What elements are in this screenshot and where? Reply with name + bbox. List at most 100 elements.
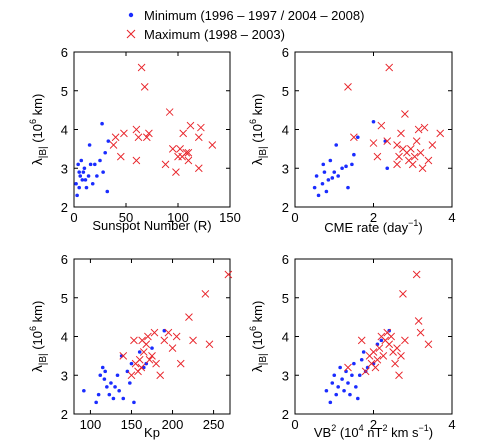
minimum-data-point xyxy=(150,346,154,350)
minimum-data-point xyxy=(342,388,346,393)
minimum-data-point xyxy=(83,178,88,182)
x-tick-label: 250 xyxy=(203,417,225,432)
maximum-data-point xyxy=(139,348,148,356)
maximum-data-point xyxy=(160,336,169,345)
maximum-data-point xyxy=(176,359,185,368)
minimum-data-point xyxy=(314,174,319,178)
maximum-data-point xyxy=(224,270,233,279)
legend-label: Maximum (1998 – 2003) xyxy=(144,27,285,42)
minimum-data-point xyxy=(328,400,333,405)
maximum-data-point xyxy=(406,145,415,153)
y-tick-label: 6 xyxy=(282,252,289,267)
y-tick-label: 5 xyxy=(61,291,68,306)
minimum-data-point xyxy=(354,385,358,389)
minimum-data-point xyxy=(321,162,326,167)
minimum-data-point xyxy=(115,373,120,378)
maximum-data-point xyxy=(391,359,399,368)
minimum-data-point xyxy=(84,185,89,190)
maximum-data-point xyxy=(130,336,138,345)
legend-entry: Minimum (1996 – 1997 / 2004 – 2008) xyxy=(128,8,364,23)
y-tick-label: 5 xyxy=(282,84,289,99)
x-tick-label: 4 xyxy=(448,210,455,225)
minimum-data-point xyxy=(346,185,350,190)
minimum-data-point xyxy=(102,377,107,381)
x-tick-label: 0 xyxy=(291,210,298,225)
minimum-data-point xyxy=(322,170,327,174)
maximum-data-point xyxy=(436,129,445,138)
y-tick-label: 2 xyxy=(282,200,289,215)
y-tick-label: 4 xyxy=(282,330,289,345)
x-axis-label: CME rate (day−1) xyxy=(324,218,422,235)
maximum-data-point xyxy=(373,355,382,364)
minimum-data-point xyxy=(82,388,86,393)
maximum-data-point xyxy=(194,164,203,173)
maximum-data-point xyxy=(132,156,141,165)
minimum-data-point xyxy=(87,143,92,147)
maximum-data-point xyxy=(399,290,407,298)
minimum-data-point xyxy=(316,193,321,198)
maximum-data-point xyxy=(165,108,174,116)
minimum-data-point xyxy=(100,121,104,126)
minimum-data-point xyxy=(356,135,360,140)
minimum-data-point xyxy=(324,189,329,194)
x-tick-label: 0 xyxy=(291,417,298,432)
maximum-data-point xyxy=(156,371,165,380)
minimum-data-point xyxy=(340,377,344,381)
maximum-data-point xyxy=(428,141,437,149)
minimum-data-point xyxy=(78,174,83,178)
maximum-data-point xyxy=(111,133,120,142)
maximum-data-point xyxy=(208,141,217,149)
minimum-data-point xyxy=(109,381,113,385)
maximum-data-point xyxy=(174,152,182,161)
minimum-data-point xyxy=(334,143,339,147)
minimum-data-point xyxy=(361,350,366,354)
minimum-data-point xyxy=(328,158,333,163)
minimum-data-point xyxy=(105,189,110,194)
maximum-data-point xyxy=(144,332,152,341)
x-axis-label: VB2 (104 nT2 km s−1) xyxy=(314,423,433,440)
minimum-data-point xyxy=(352,152,356,157)
plot-frame xyxy=(294,51,453,208)
y-axis-label: λ|B| (106 km) xyxy=(248,94,269,166)
x-axis-label: Kp xyxy=(144,425,160,440)
maximum-data-point xyxy=(176,145,184,153)
minimum-data-point xyxy=(359,357,364,362)
maximum-data-point xyxy=(150,328,159,337)
x-tick-label: 4 xyxy=(448,417,455,432)
x-tick-label: 2 xyxy=(370,210,377,225)
minimum-data-point xyxy=(141,365,146,370)
maximum-data-point xyxy=(395,371,403,380)
maximum-data-point xyxy=(383,137,392,145)
maximum-data-point xyxy=(420,123,429,132)
plot-frame xyxy=(73,51,231,208)
minimum-data-point xyxy=(107,392,112,397)
minimum-data-point xyxy=(88,162,93,167)
maximum-data-point xyxy=(161,160,170,169)
maximum-data-point xyxy=(357,336,366,345)
minimum-data-point xyxy=(326,178,331,182)
y-tick-label: 2 xyxy=(61,407,68,422)
maximum-data-point xyxy=(408,160,417,169)
minimum-data-point xyxy=(86,174,91,178)
minimum-data-point xyxy=(132,400,136,405)
y-tick-label: 3 xyxy=(61,368,68,383)
maximum-data-point xyxy=(182,148,191,157)
minimum-data-point xyxy=(101,170,105,174)
maximum-data-point xyxy=(168,344,177,352)
minimum-data-point xyxy=(80,178,85,182)
minimum-data-point xyxy=(324,388,329,393)
maximum-data-point xyxy=(414,317,423,325)
maximum-data-point xyxy=(185,313,193,321)
minimum-data-point xyxy=(352,361,356,366)
maximum-data-point xyxy=(401,336,409,345)
scatter-panel-1: 0 50 100 150 2 3 4 5 6 Sunspot Number (R) λ|B| (10… xyxy=(28,45,241,233)
maximum-data-point xyxy=(387,332,395,341)
maximum-data-point xyxy=(142,133,151,142)
x-tick-label: 150 xyxy=(219,210,241,225)
minimum-data-point xyxy=(350,162,354,167)
legend-label: Minimum (1996 – 1997 / 2004 – 2008) xyxy=(144,8,364,23)
maximum-data-point xyxy=(119,352,128,360)
minimum-data-point xyxy=(332,170,337,174)
minimum-data-point xyxy=(137,350,142,354)
